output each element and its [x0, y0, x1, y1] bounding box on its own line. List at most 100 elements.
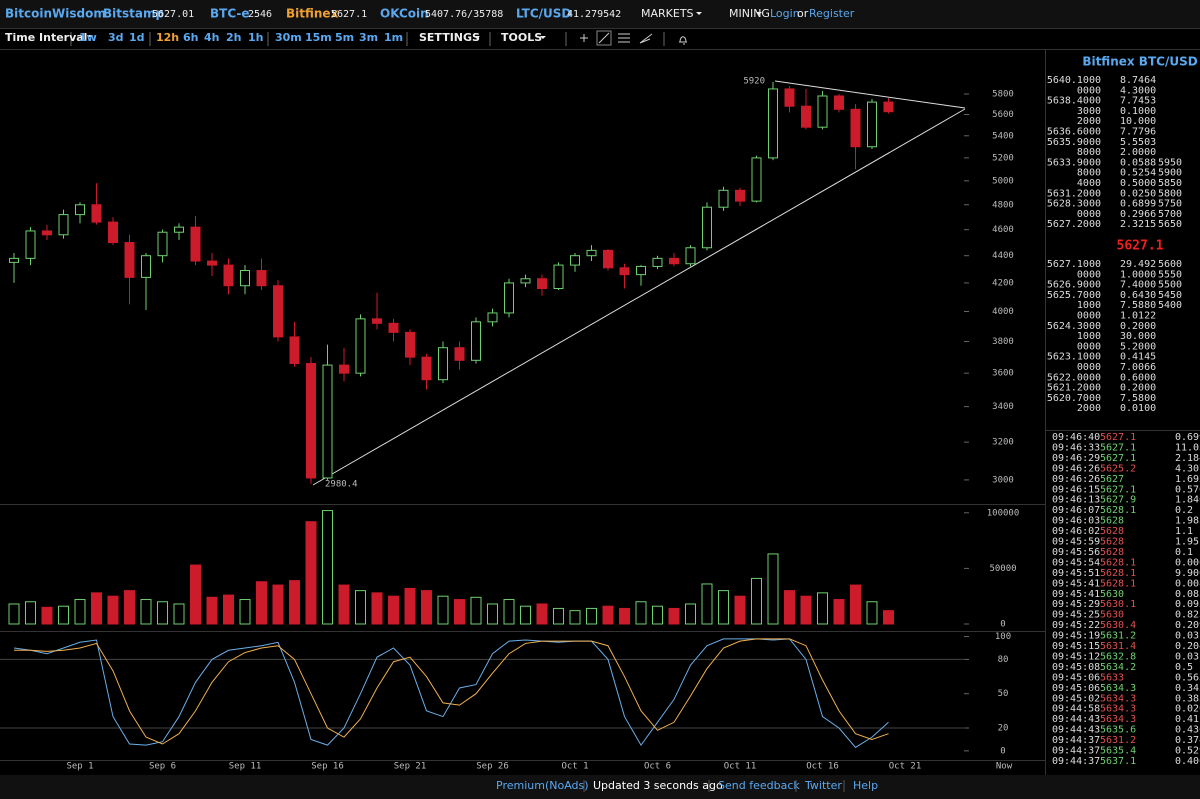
candle-body — [306, 362, 316, 479]
volume-bar — [767, 553, 779, 625]
trade-price: 5627.1 — [1100, 484, 1136, 495]
footer-item[interactable]: Help — [853, 779, 878, 792]
book-amount: 1.0000 — [1120, 269, 1156, 280]
interval[interactable]: 12h — [156, 31, 179, 44]
trade-time: 09:46:13 — [1052, 495, 1100, 506]
interval[interactable]: 5m — [335, 31, 354, 44]
book-price: 5631.2000 — [1047, 188, 1101, 199]
trade-amount: 0.383 — [1175, 693, 1200, 704]
depth-label: 5500 — [1158, 280, 1182, 291]
volume-bar — [718, 590, 729, 625]
interval[interactable]: 3m — [359, 31, 378, 44]
interval[interactable]: 30m — [275, 31, 302, 44]
ticker-name[interactable]: OKCoin — [380, 7, 429, 21]
book-price: 0000 — [1077, 209, 1101, 220]
candle-body — [768, 88, 778, 159]
trade-price: 5628 — [1100, 537, 1124, 548]
interval[interactable]: 15m — [305, 31, 332, 44]
trade-price: 5634.2 — [1100, 662, 1136, 673]
y-tick-label: 4400 — [992, 251, 1014, 261]
interval[interactable]: 1d — [129, 31, 145, 44]
menu[interactable]: MARKETS — [641, 7, 694, 20]
ticker-name[interactable]: Bitfinex — [286, 7, 339, 21]
candle-body — [669, 257, 679, 265]
candle-body — [240, 270, 250, 287]
high-annotation: 5920 — [743, 76, 765, 86]
book-amount: 30.000 — [1120, 331, 1156, 342]
trade-amount: 0.436 — [1175, 725, 1200, 736]
interval[interactable]: 1h — [248, 31, 264, 44]
book-amount: 0.6899 — [1120, 199, 1156, 210]
trade-time: 09:45:51 — [1052, 568, 1100, 579]
drawing-tools[interactable] — [580, 30, 687, 46]
brand[interactable]: BitcoinWisdom — [5, 7, 106, 21]
trade-time: 09:46:03 — [1052, 516, 1100, 527]
x-tick-label: Sep 6 — [149, 762, 176, 772]
candle-body — [603, 249, 613, 269]
trade-time: 09:45:22 — [1052, 620, 1100, 631]
interval[interactable]: 1w — [79, 31, 97, 44]
interval[interactable]: 3d — [108, 31, 124, 44]
trade-time: 09:46:29 — [1052, 453, 1100, 464]
book-price: 0000 — [1077, 341, 1101, 352]
trade-amount: 0.5 — [1175, 662, 1193, 673]
register-link[interactable]: Register — [809, 7, 855, 20]
footer-item[interactable]: Twitter — [804, 779, 842, 792]
interval[interactable]: 2h — [226, 31, 242, 44]
volume-bar — [206, 596, 218, 625]
ticker-name[interactable]: BTC-e — [210, 7, 250, 21]
volume-bar — [751, 577, 762, 625]
book-amount: 4.3000 — [1120, 85, 1156, 96]
candle-body — [339, 364, 349, 374]
book-price: 1000 — [1077, 300, 1101, 311]
ticker-name[interactable]: Bitstamp — [103, 7, 164, 21]
interval[interactable]: 4h — [204, 31, 220, 44]
trade-amount: 0.204 — [1175, 641, 1200, 652]
x-tick-label: Sep 1 — [66, 762, 93, 772]
trade-amount: 2.184 — [1175, 453, 1200, 464]
trade-price: 5628 — [1100, 526, 1124, 537]
book-price: 5622.0000 — [1047, 372, 1101, 383]
toolbar-menu[interactable]: TOOLS — [501, 31, 542, 44]
y-tick-label: 20 — [998, 724, 1009, 734]
y-tick-label: 4800 — [992, 200, 1014, 210]
volume-bar — [866, 601, 878, 625]
trade-price: 5630.4 — [1100, 620, 1136, 631]
trade-time: 09:45:12 — [1052, 651, 1100, 662]
interval[interactable]: 1m — [384, 31, 403, 44]
footer-item[interactable]: Send feedback — [718, 779, 800, 792]
login-link[interactable]: Login — [770, 7, 800, 20]
ticker-name[interactable]: LTC/USD — [516, 7, 571, 21]
menu[interactable]: MINING — [729, 7, 770, 20]
candle-body — [487, 312, 498, 323]
book-amount: 7.5800 — [1120, 393, 1156, 404]
stochastic-line — [14, 638, 889, 745]
volume-bar — [635, 601, 647, 625]
volume-bar — [256, 581, 267, 625]
footer-item[interactable]: Premium(NoAds) — [496, 779, 589, 792]
trade-time: 09:46:15 — [1052, 484, 1100, 495]
trade-time: 09:45:06 — [1052, 672, 1100, 683]
trade-price: 5631.2 — [1100, 735, 1136, 746]
trade-price: 5631.2 — [1100, 631, 1136, 642]
depth-label: 5850 — [1158, 178, 1182, 189]
trade-amount: 0.374 — [1175, 735, 1200, 746]
book-price: 5626.9000 — [1047, 280, 1101, 291]
candle-body — [108, 221, 118, 244]
candle-body — [454, 347, 465, 361]
trade-time: 09:45:59 — [1052, 537, 1100, 548]
dropdown-arrow — [540, 36, 546, 39]
interval-label: Time Interval: — [5, 31, 92, 44]
volume-bar — [487, 603, 498, 625]
toolbar-menu[interactable]: SETTINGS — [419, 31, 480, 44]
candle-body — [388, 322, 399, 333]
candle-body — [619, 267, 630, 276]
book-price: 4000 — [1077, 178, 1101, 189]
interval[interactable]: 6h — [183, 31, 199, 44]
or-text: or — [797, 7, 809, 20]
volume-bar — [140, 599, 152, 625]
volume-bar — [668, 607, 680, 625]
trade-price: 5627.1 — [1100, 432, 1136, 443]
candle-body — [75, 204, 85, 216]
trade-price: 5630.1 — [1100, 599, 1136, 610]
